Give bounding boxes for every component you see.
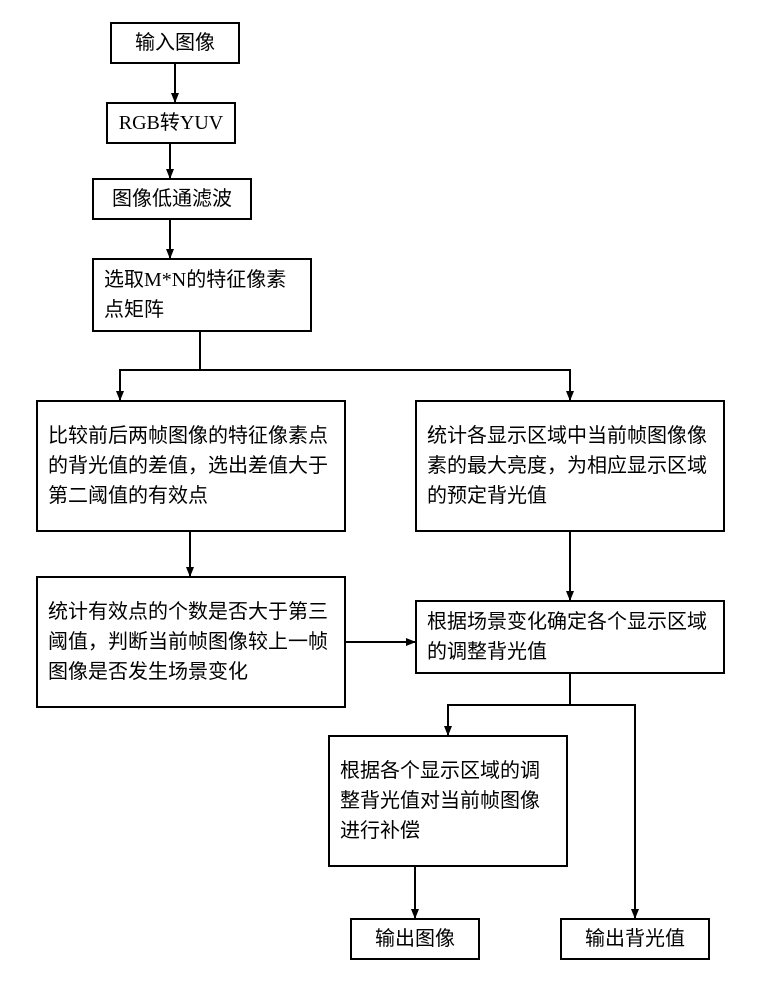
node-label: 根据各个显示区域的调整背光值对当前帧图像进行补偿 [340,756,556,846]
flowchart-edge-11 [570,705,635,918]
flowchart-node-n6: 统计各显示区域中当前帧图像像素的最大亮度，为相应显示区域的预定背光值 [415,400,725,532]
node-label: 选取M*N的特征像素点矩阵 [104,265,300,325]
flowchart-node-n5: 比较前后两帧图像的特征像素点的背光值的差值，选出差值大于第二阈值的有效点 [36,400,346,532]
flowchart-node-n3: 图像低通滤波 [92,178,252,220]
node-label: 根据场景变化确定各个显示区域的调整背光值 [427,607,713,667]
flowchart-edge-5 [200,370,570,400]
flowchart-node-n2: RGB转YUV [106,102,236,144]
flowchart-node-n11: 输出背光值 [560,918,710,960]
flowchart-node-n8: 根据场景变化确定各个显示区域的调整背光值 [415,600,725,674]
node-label: 统计各显示区域中当前帧图像像素的最大亮度，为相应显示区域的预定背光值 [427,421,713,511]
node-label: RGB转YUV [119,108,223,138]
flowchart-edge-4 [120,370,200,400]
flowchart-node-n7: 统计有效点的个数是否大于第三阈值，判断当前帧图像较上一帧图像是否发生场景变化 [36,576,346,708]
flowchart-node-n4: 选取M*N的特征像素点矩阵 [92,258,312,332]
node-label: 输出图像 [375,924,455,954]
node-label: 统计有效点的个数是否大于第三阈值，判断当前帧图像较上一帧图像是否发生场景变化 [48,597,334,687]
flowchart-node-n10: 输出图像 [350,918,480,960]
flowchart-node-n1: 输入图像 [110,22,240,64]
node-label: 比较前后两帧图像的特征像素点的背光值的差值，选出差值大于第二阈值的有效点 [48,421,334,511]
node-label: 输出背光值 [585,924,685,954]
node-label: 图像低通滤波 [112,184,232,214]
flowchart-node-n9: 根据各个显示区域的调整背光值对当前帧图像进行补偿 [328,735,568,867]
flowchart-edge-10 [448,705,570,735]
node-label: 输入图像 [135,28,215,58]
flowchart-canvas: 输入图像 RGB转YUV 图像低通滤波选取M*N的特征像素点矩阵比较前后两帧图像的特… [0,0,777,1000]
